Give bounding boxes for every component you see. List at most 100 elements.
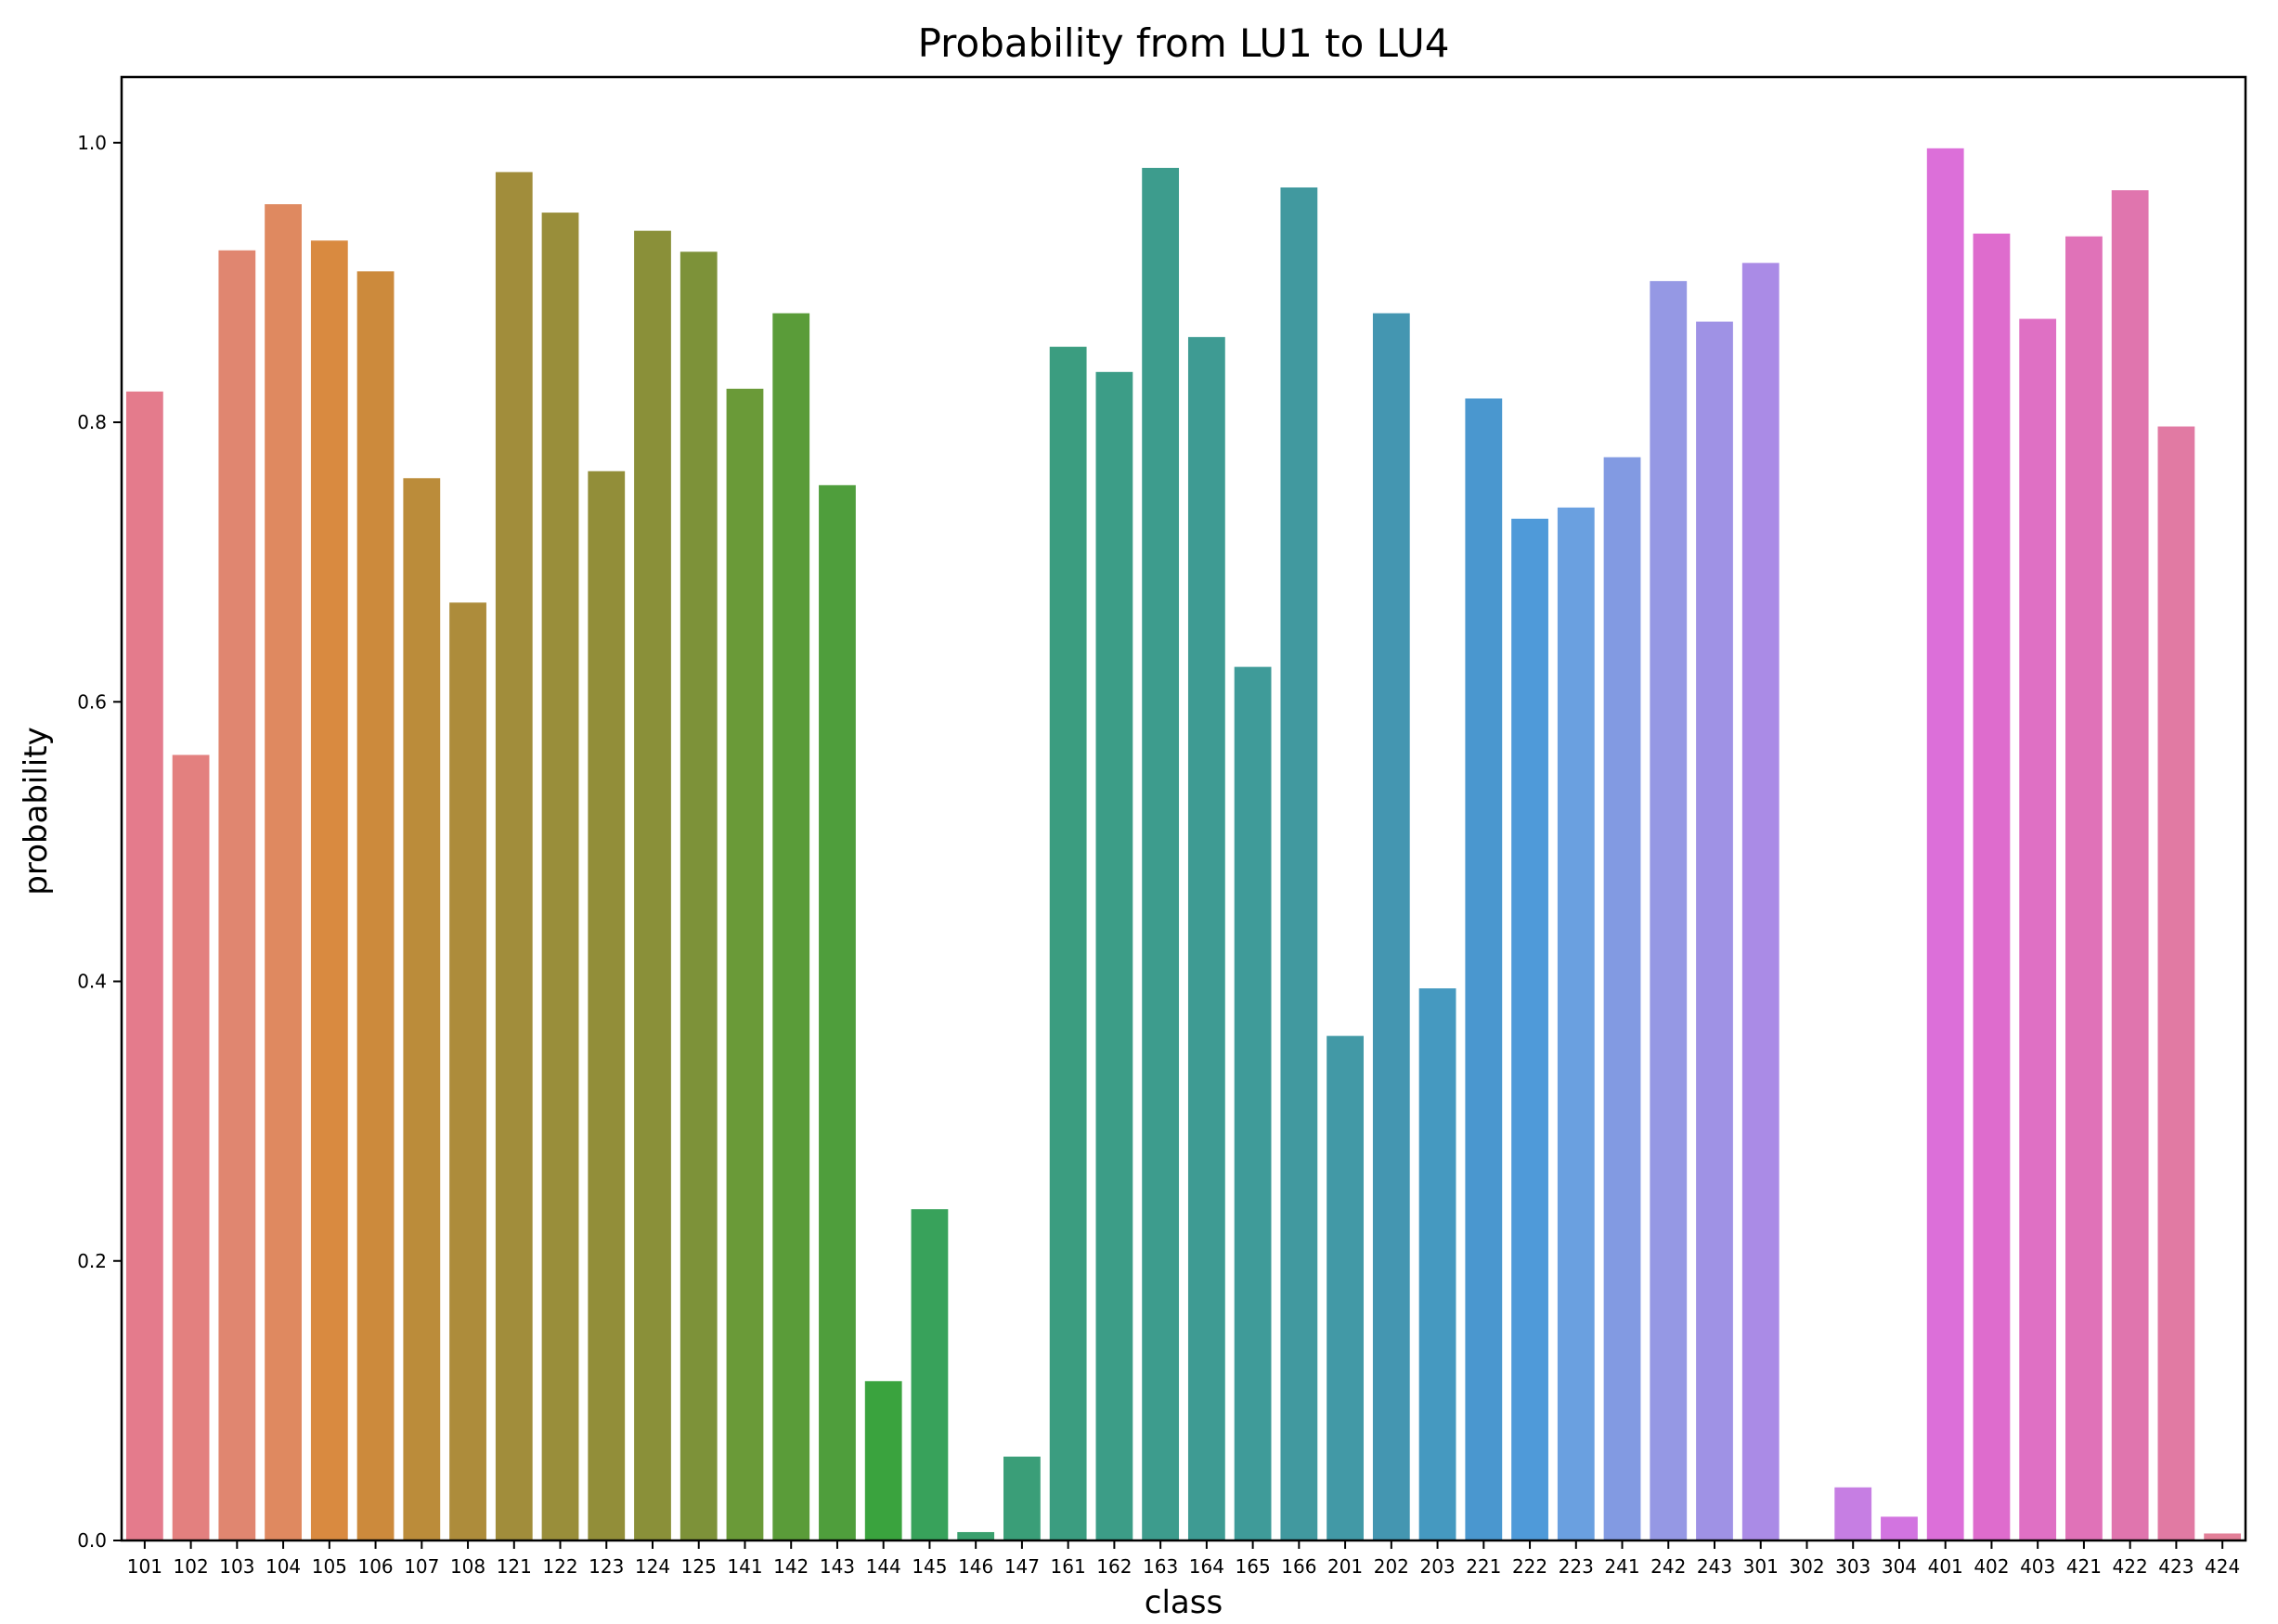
bar-424: [2204, 1533, 2242, 1540]
x-tick-label-421: 421: [2066, 1555, 2102, 1578]
x-tick-label-422: 422: [2113, 1555, 2148, 1578]
x-tick-label-424: 424: [2205, 1555, 2240, 1578]
bar-243: [1696, 321, 1733, 1541]
bar-144: [864, 1381, 902, 1540]
bar-143: [819, 484, 856, 1540]
x-tick-label-242: 242: [1650, 1555, 1686, 1578]
bar-141: [726, 388, 764, 1540]
x-tick-label-108: 108: [450, 1555, 485, 1578]
x-tick-label-304: 304: [1882, 1555, 1917, 1578]
bar-103: [218, 250, 256, 1540]
bar-201: [1327, 1036, 1364, 1540]
bar-161: [1049, 346, 1087, 1541]
bar-142: [772, 313, 810, 1540]
x-tick-label-303: 303: [1835, 1555, 1870, 1578]
bar-122: [541, 213, 579, 1541]
bar-146: [957, 1531, 995, 1540]
x-tick-label-141: 141: [727, 1555, 762, 1578]
bar-166: [1280, 187, 1318, 1541]
x-tick-label-161: 161: [1051, 1555, 1086, 1578]
x-tick-label-144: 144: [866, 1555, 901, 1578]
bar-422: [2111, 190, 2149, 1540]
bar-202: [1372, 313, 1410, 1540]
x-tick-label-103: 103: [219, 1555, 254, 1578]
x-tick-label-223: 223: [1559, 1555, 1594, 1578]
x-tick-label-403: 403: [2020, 1555, 2055, 1578]
bar-162: [1095, 371, 1133, 1540]
y-tick-label-0.2: 0.2: [77, 1250, 107, 1272]
bar-107: [403, 478, 441, 1540]
y-tick-label-0.0: 0.0: [77, 1529, 107, 1552]
x-axis: 101 102 103 104 105 106 107 108 121 122 123 124 125 1…: [127, 1540, 2240, 1578]
x-tick-label-145: 145: [912, 1555, 947, 1578]
bar-303: [1834, 1487, 1872, 1540]
x-tick-label-301: 301: [1743, 1555, 1779, 1578]
bar-101: [125, 391, 163, 1540]
bar-125: [680, 251, 718, 1540]
x-tick-label-203: 203: [1419, 1555, 1455, 1578]
x-tick-label-222: 222: [1512, 1555, 1547, 1578]
x-tick-label-106: 106: [357, 1555, 393, 1578]
x-tick-label-165: 165: [1236, 1555, 1271, 1578]
bar-124: [634, 230, 671, 1541]
bar-241: [1603, 457, 1641, 1541]
x-tick-label-243: 243: [1697, 1555, 1732, 1578]
bar-102: [172, 754, 210, 1540]
bar-145: [911, 1209, 949, 1540]
bar-242: [1650, 280, 1688, 1540]
y-axis-label: probability: [18, 727, 55, 895]
x-tick-label-423: 423: [2158, 1555, 2194, 1578]
x-tick-label-125: 125: [681, 1555, 717, 1578]
bar-163: [1142, 167, 1180, 1540]
bar-108: [449, 602, 486, 1540]
y-axis: 0.0 0.2 0.4 0.6 0.8 1.0: [77, 132, 122, 1552]
y-tick-label-0.6: 0.6: [77, 690, 107, 713]
bar-403: [2019, 318, 2057, 1540]
x-tick-label-107: 107: [404, 1555, 439, 1578]
x-tick-label-121: 121: [497, 1555, 532, 1578]
bar-123: [588, 470, 626, 1540]
x-tick-label-142: 142: [773, 1555, 809, 1578]
bar-301: [1741, 263, 1780, 1541]
x-tick-label-101: 101: [127, 1555, 162, 1578]
bar-304: [1881, 1516, 1918, 1540]
x-tick-label-124: 124: [635, 1555, 670, 1578]
x-tick-label-202: 202: [1374, 1555, 1409, 1578]
plot-frame: [120, 75, 2247, 1542]
bar-104: [265, 204, 302, 1540]
x-tick-label-143: 143: [820, 1555, 855, 1578]
x-tick-label-401: 401: [1928, 1555, 1963, 1578]
x-tick-label-302: 302: [1789, 1555, 1824, 1578]
y-tick-label-0.8: 0.8: [77, 411, 107, 433]
x-tick-label-201: 201: [1327, 1555, 1363, 1578]
x-tick-label-104: 104: [265, 1555, 301, 1578]
bar-121: [495, 172, 533, 1540]
x-tick-label-221: 221: [1466, 1555, 1501, 1578]
bar-401: [1926, 148, 1964, 1540]
bar-221: [1465, 398, 1503, 1541]
x-tick-label-241: 241: [1604, 1555, 1639, 1578]
x-tick-label-147: 147: [1004, 1555, 1040, 1578]
bar-423: [2157, 426, 2195, 1540]
bar-421: [2065, 236, 2103, 1541]
x-tick-label-123: 123: [589, 1555, 624, 1578]
bar-105: [310, 240, 348, 1541]
bar-223: [1557, 507, 1595, 1541]
bar-147: [1003, 1456, 1041, 1540]
bar-165: [1234, 666, 1272, 1540]
x-axis-label: class: [1145, 1584, 1223, 1621]
y-tick-label-0.4: 0.4: [77, 971, 107, 993]
bar-203: [1418, 988, 1456, 1540]
bars-group: [125, 148, 2242, 1541]
bar-164: [1187, 337, 1225, 1540]
x-tick-label-164: 164: [1189, 1555, 1224, 1578]
x-tick-label-102: 102: [174, 1555, 209, 1578]
x-tick-label-105: 105: [312, 1555, 347, 1578]
bar-402: [1973, 233, 2011, 1541]
x-tick-label-146: 146: [958, 1555, 993, 1578]
x-tick-label-402: 402: [1974, 1555, 2009, 1578]
x-tick-label-162: 162: [1096, 1555, 1132, 1578]
bar-222: [1511, 518, 1548, 1541]
chart-title: Probability from LU1 to LU4: [918, 20, 1450, 66]
